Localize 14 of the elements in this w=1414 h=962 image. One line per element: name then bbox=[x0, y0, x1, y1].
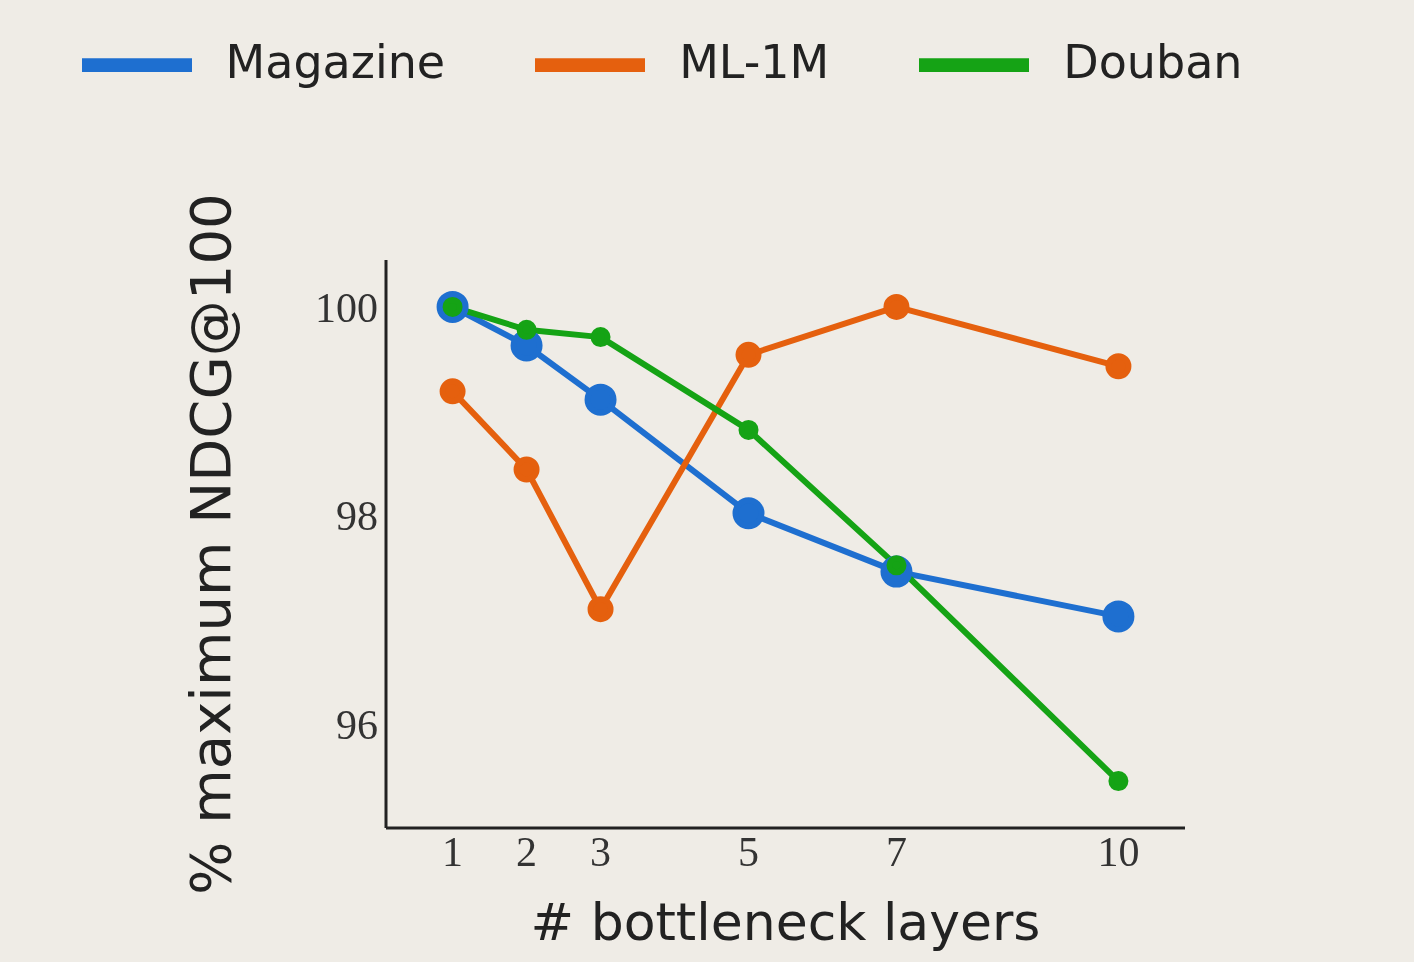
y-tick-label: 100 bbox=[315, 284, 378, 331]
y-tick-label: 96 bbox=[336, 701, 378, 748]
x-tick-label: 10 bbox=[1097, 828, 1140, 875]
legend-label: Magazine bbox=[225, 34, 446, 89]
y-axis-title: % maximum NDCG@100 bbox=[177, 193, 243, 895]
x-tick-label: 3 bbox=[590, 828, 612, 875]
x-tick-label: 2 bbox=[516, 828, 538, 875]
x-tick-label: 1 bbox=[442, 828, 464, 875]
x-tick-label: 7 bbox=[885, 828, 907, 875]
x-axis-title: # bottleneck layers bbox=[530, 892, 1041, 952]
y-tick-label: 98 bbox=[336, 493, 378, 540]
x-tick-label: 5 bbox=[738, 828, 760, 875]
legend-label: ML-1M bbox=[679, 34, 830, 89]
legend-label: Douban bbox=[1063, 34, 1243, 89]
